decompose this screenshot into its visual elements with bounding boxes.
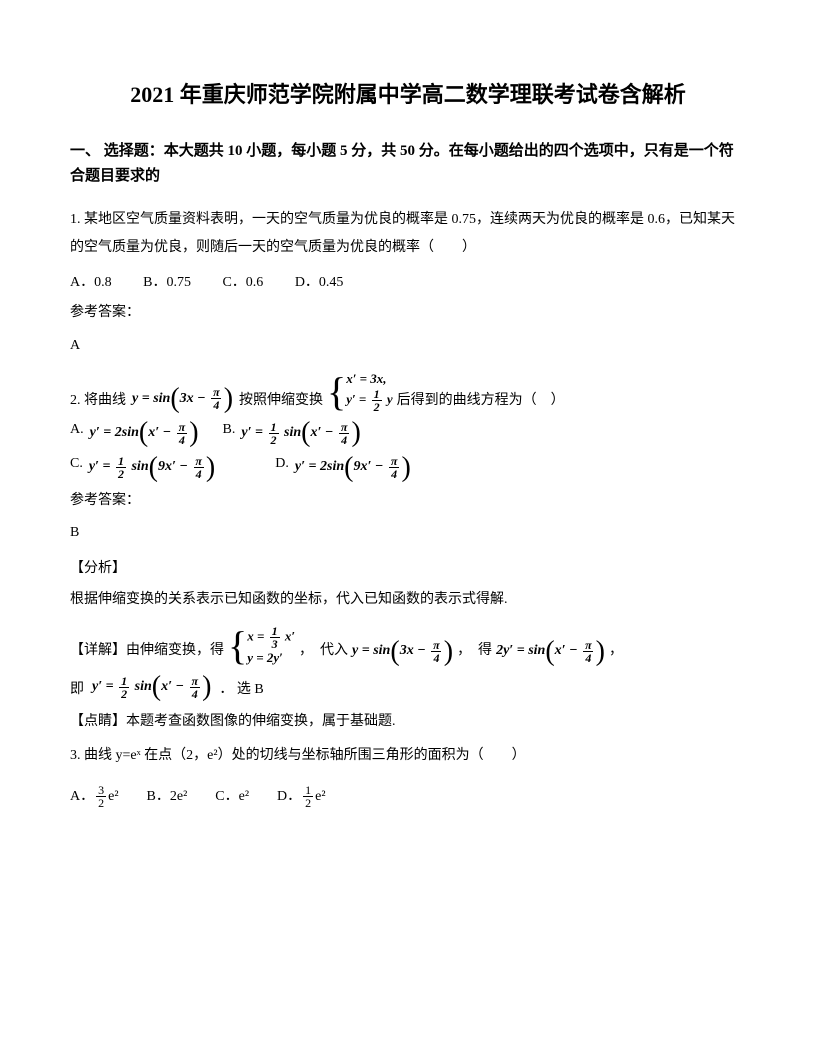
q2-detail-mid1: ， 代入 [299, 636, 348, 667]
question-1-text: 1. 某地区空气质量资料表明，一天的空气质量为优良的概率是 0.75，连续两天为… [70, 206, 746, 262]
q2-analysis-label: 【分析】 [70, 558, 746, 580]
section-heading: 一、 选择题：本大题共 10 小题，每小题 5 分，共 50 分。在每小题给出的… [70, 139, 746, 190]
q2-comment: 【点睛】本题考查函数图像的伸缩变换，属于基础题. [70, 711, 746, 733]
q3-a-num: 3 [96, 784, 106, 796]
q2-prefix: 2. 将曲线 [70, 390, 126, 412]
q3-option-a: A． 32 e² [70, 784, 119, 809]
q2-detail-system: { x = 13 x′ y = 2y′ [228, 625, 295, 667]
q2-option-d-formula: y′ = 2sin(9x′ − π4) [295, 454, 411, 482]
question-2-line: 2. 将曲线 y = sin(3x − π4) 按照伸缩变换 { x′ = 3x… [70, 371, 746, 413]
q1-option-b: B．0.75 [143, 272, 191, 294]
q2-option-b-label: B. [223, 419, 236, 447]
q2-answer-label: 参考答案： [70, 490, 746, 512]
q2-detail-mid2: ， 得 [457, 636, 492, 667]
q3-opt-d-label: D． [277, 786, 301, 808]
q3-option-b: B．2e² [147, 786, 188, 808]
q2-option-a-formula: y′ = 2sin(x′ − π4) [90, 419, 199, 447]
q1-option-c: C．0.6 [222, 272, 263, 294]
q2-detail-line: 【详解】由伸缩变换，得 { x = 13 x′ y = 2y′ ， 代入 y =… [70, 625, 746, 667]
q2-detail-prefix: 【详解】由伸缩变换，得 [70, 636, 224, 667]
q2-suffix: 后得到的曲线方程为（ ） [397, 390, 565, 412]
question-1-options: A．0.8 B．0.75 C．0.6 D．0.45 [70, 272, 746, 294]
q2-transform-system: { x′ = 3x, y′ = 12 y [327, 371, 393, 413]
question-3-text: 3. 曲线 y=eˣ 在点（2，e²）处的切线与坐标轴所围三角形的面积为（ ） [70, 745, 746, 767]
q3-a-suffix: e² [108, 786, 118, 808]
q2-answer: B [70, 522, 746, 544]
q2-detail-end: ， [609, 636, 623, 667]
q2-detail-formula1: y = sin(3x − π4) [352, 636, 453, 667]
q1-answer-label: 参考答案： [70, 302, 746, 324]
page-title: 2021 年重庆师范学院附属中学高二数学理联考试卷含解析 [70, 80, 746, 111]
q2-option-a-label: A. [70, 419, 84, 447]
q2-option-c-label: C. [70, 453, 83, 481]
q2-conclude-suffix: ． 选 B [219, 679, 263, 701]
q3-opt-a-label: A． [70, 786, 94, 808]
q1-answer: A [70, 335, 746, 357]
q1-option-d: D．0.45 [295, 272, 344, 294]
q3-d-suffix: e² [315, 786, 325, 808]
q2-formula-curve: y = sin(3x − π4) [132, 385, 233, 413]
q2-conclude-line: 即 y′ = 12 sin(x′ − π4) ． 选 B [70, 673, 746, 701]
q2-analysis-text: 根据伸缩变换的关系表示已知函数的坐标，代入已知函数的表示式得解. [70, 589, 746, 611]
q1-option-a: A．0.8 [70, 272, 112, 294]
q3-d-num: 1 [303, 784, 313, 796]
question-2-options: A. y′ = 2sin(x′ − π4) B. y′ = 12 sin(x′ … [70, 419, 746, 482]
q2-option-b-formula: y′ = 12 sin(x′ − π4) [241, 419, 360, 447]
q2-detail-formula2: 2y′ = sin(x′ − π4) [496, 636, 605, 667]
q3-option-c: C．e² [215, 786, 249, 808]
question-3-options: A． 32 e² B．2e² C．e² D． 12 e² [70, 784, 746, 809]
q2-conclude-formula: y′ = 12 sin(x′ − π4) [92, 673, 211, 701]
q3-d-den: 2 [303, 796, 313, 809]
q2-option-d-label: D. [275, 453, 289, 481]
q2-mid: 按照伸缩变换 [239, 390, 323, 412]
q2-option-c-formula: y′ = 12 sin(9x′ − π4) [89, 454, 215, 482]
q3-a-den: 2 [96, 796, 106, 809]
q3-option-d: D． 12 e² [277, 784, 326, 809]
q2-conclude-prefix: 即 [70, 679, 84, 701]
